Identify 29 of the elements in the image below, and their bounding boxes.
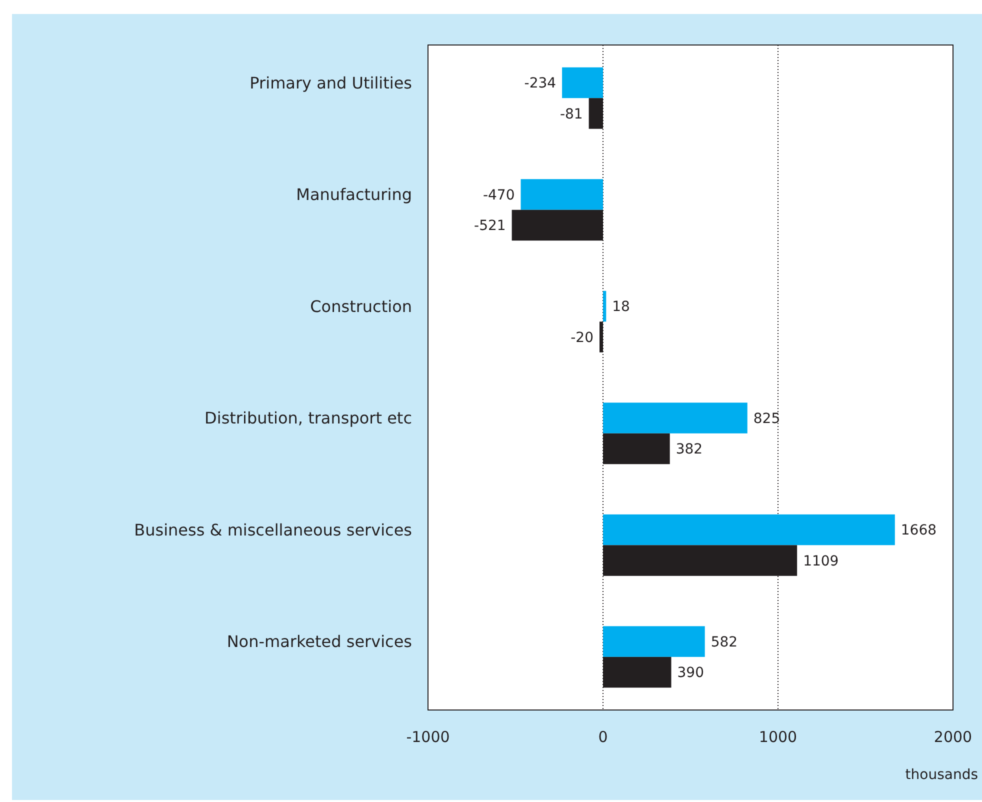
x-tick-label: 0 [598,728,608,746]
data-label: 18 [612,299,630,316]
x-axis-title: thousands [905,767,978,783]
y-tick-label: Primary and Utilities [250,73,412,92]
data-label: 1109 [803,553,839,570]
data-label: 825 [753,410,780,427]
data-label: -470 [482,187,515,204]
x-tick-label: 1000 [758,728,798,746]
data-label: -81 [560,106,583,122]
y-tick-label: Non-marketed services [226,632,412,652]
bar [603,290,606,322]
data-label: -521 [474,218,506,234]
y-tick-label: Distribution, transport etc [204,408,412,428]
data-label: 1668 [900,522,937,539]
y-tick-label: Business & miscellaneous services [134,520,412,540]
bar [603,626,705,657]
y-tick-label: Construction [310,296,412,316]
bar [603,402,748,434]
bar [562,67,603,98]
x-tick-label: 2000 [934,728,972,746]
bar [520,179,603,210]
data-label: 382 [676,442,703,458]
data-label: -20 [570,330,594,346]
bar [603,514,895,546]
x-tick-label: -1000 [406,728,450,746]
data-label: 582 [710,634,738,650]
data-label: 390 [677,665,704,682]
data-label: -234 [524,76,556,92]
y-tick-label: Manufacturing [296,185,412,204]
